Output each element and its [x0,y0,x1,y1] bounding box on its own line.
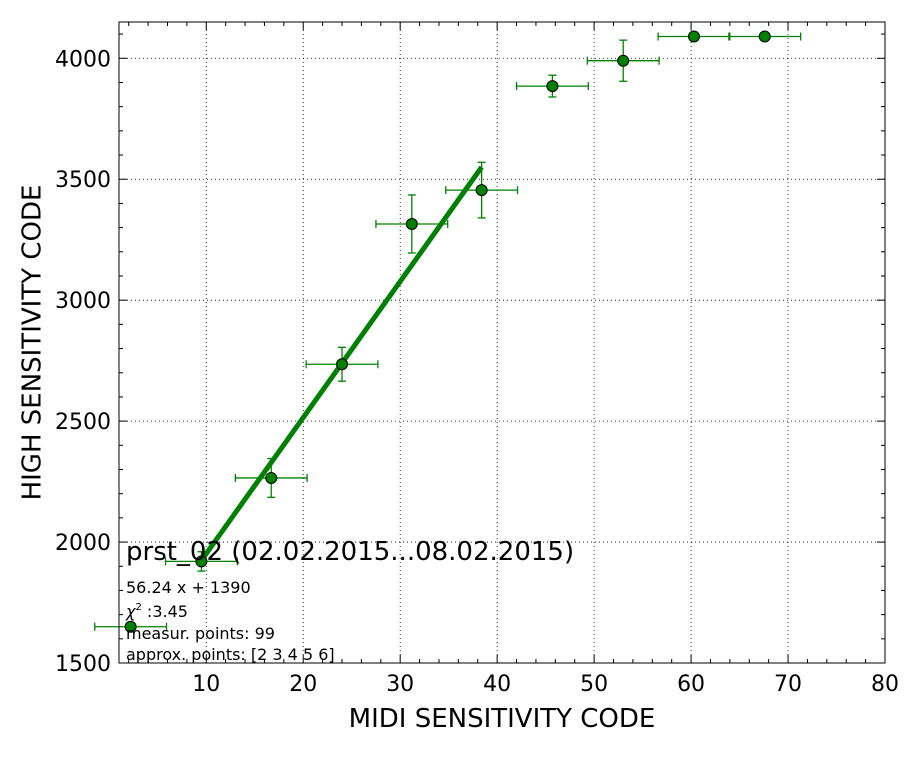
x-tick-label: 30 [386,672,414,697]
axis-ticks [119,22,885,663]
y-axis-label: HIGH SENSITIVITY CODE [18,185,48,501]
y-tick-labels: 1500 2000 2500 3000 3500 4000 [55,47,111,677]
x-tick-label: 70 [774,672,802,697]
data-point [405,217,418,230]
x-tick-label: 40 [483,672,511,697]
y-tick-label: 2000 [55,531,111,556]
x-tick-label: 20 [289,672,317,697]
x-axis-label: MIDI SENSITIVITY CODE [349,704,656,734]
annotation-approx-points: approx. points: [2 3 4 5 6] [126,645,335,664]
x-tick-label: 60 [677,672,705,697]
annotation-title: prst_02 (02.02.2015...08.02.2015) [126,537,574,567]
y-tick-label: 1500 [55,652,111,677]
y-tick-label: 4000 [55,47,111,72]
y-tick-label: 3500 [55,168,111,193]
annotation-chi-square: χ2 :3.45 [125,602,188,621]
x-tick-label: 50 [580,672,608,697]
y-tick-label: 3000 [55,289,111,314]
x-tick-labels: 10 20 30 40 50 60 70 80 [192,672,899,697]
data-point [336,358,349,371]
data-point [617,54,630,67]
data-point [687,30,700,43]
data-point [475,184,488,197]
x-tick-label: 10 [192,672,220,697]
data-point [758,30,771,43]
x-tick-label: 80 [871,672,899,697]
data-point [265,471,278,484]
grid [119,22,885,663]
chi-superscript: 2 [135,602,141,613]
data-point [546,80,559,93]
annotation-measur-points: measur. points: 99 [126,624,275,643]
y-tick-label: 2500 [55,410,111,435]
data-point [124,620,137,633]
data-point [195,555,208,568]
plot-frame [118,21,886,664]
annotation-equation: 56.24 x + 1390 [126,578,251,597]
chi-value: :3.45 [142,602,188,621]
annotation-block: prst_02 (02.02.2015...08.02.2015) 56.24 … [125,537,574,664]
chi-symbol: χ [125,602,136,621]
data-points [124,30,771,633]
